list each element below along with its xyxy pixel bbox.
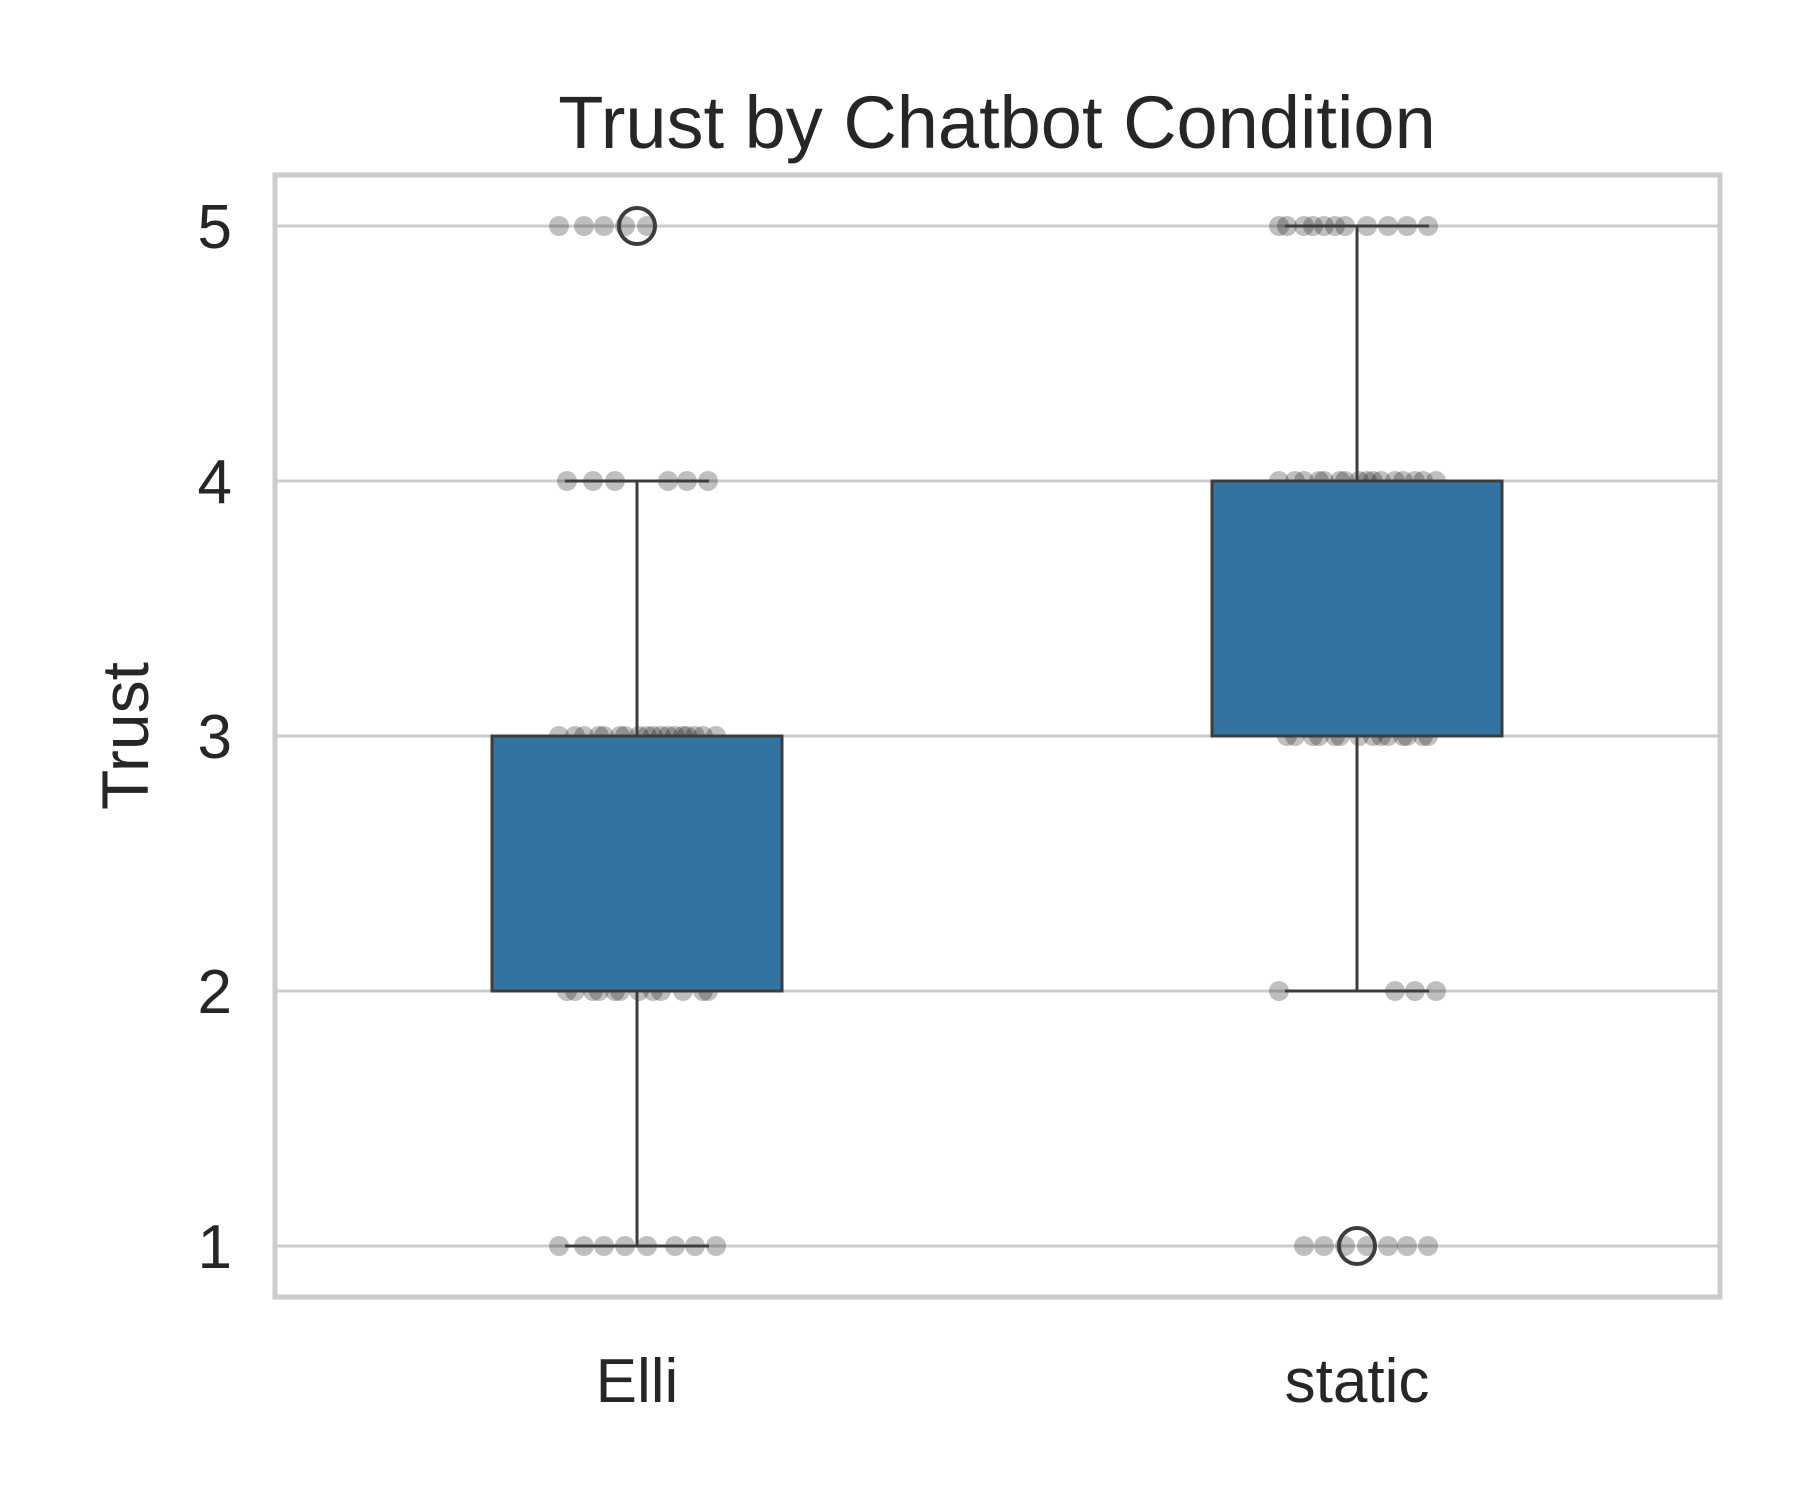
plot-frame bbox=[272, 172, 1723, 1300]
data-point-static-46 bbox=[1314, 1236, 1334, 1256]
outlier-elli-0 bbox=[617, 206, 657, 246]
data-point-static-51 bbox=[1418, 1236, 1438, 1256]
data-point-elli-44 bbox=[549, 1236, 569, 1256]
outliers-layer bbox=[617, 206, 1377, 1266]
outlier-static-0 bbox=[1337, 1226, 1377, 1266]
x-tick-label-elli: Elli bbox=[596, 1347, 679, 1416]
data-point-elli-4 bbox=[637, 216, 657, 236]
data-point-elli-1 bbox=[574, 216, 594, 236]
chart-title: Trust by Chatbot Condition bbox=[558, 81, 1436, 164]
y-tick-label-1: 1 bbox=[198, 1213, 232, 1282]
boxes-layer bbox=[490, 224, 1504, 1248]
data-point-static-50 bbox=[1397, 1236, 1417, 1256]
y-tick-label-4: 4 bbox=[198, 448, 232, 517]
y-tick-label-2: 2 bbox=[198, 958, 232, 1027]
box-elli bbox=[490, 734, 784, 993]
data-point-static-49 bbox=[1378, 1236, 1398, 1256]
data-point-static-43 bbox=[1426, 981, 1446, 1001]
y-tick-labels: 1 2 3 4 5 bbox=[198, 193, 232, 1282]
data-point-static-45 bbox=[1294, 1236, 1314, 1256]
y-tick-label-3: 3 bbox=[198, 703, 232, 772]
data-point-elli-43 bbox=[706, 1236, 726, 1256]
x-tick-labels: Elli static bbox=[596, 1347, 1430, 1416]
data-point-elli-0 bbox=[549, 216, 569, 236]
data-point-static-44 bbox=[1269, 981, 1289, 1001]
x-tick-label-static: static bbox=[1285, 1347, 1430, 1416]
box-static bbox=[1210, 479, 1504, 738]
y-tick-label-5: 5 bbox=[198, 193, 232, 262]
data-point-static-0 bbox=[1269, 216, 1289, 236]
data-point-elli-2 bbox=[594, 216, 614, 236]
y-axis-label: Trust bbox=[88, 662, 162, 810]
data-point-static-48 bbox=[1357, 1236, 1377, 1256]
